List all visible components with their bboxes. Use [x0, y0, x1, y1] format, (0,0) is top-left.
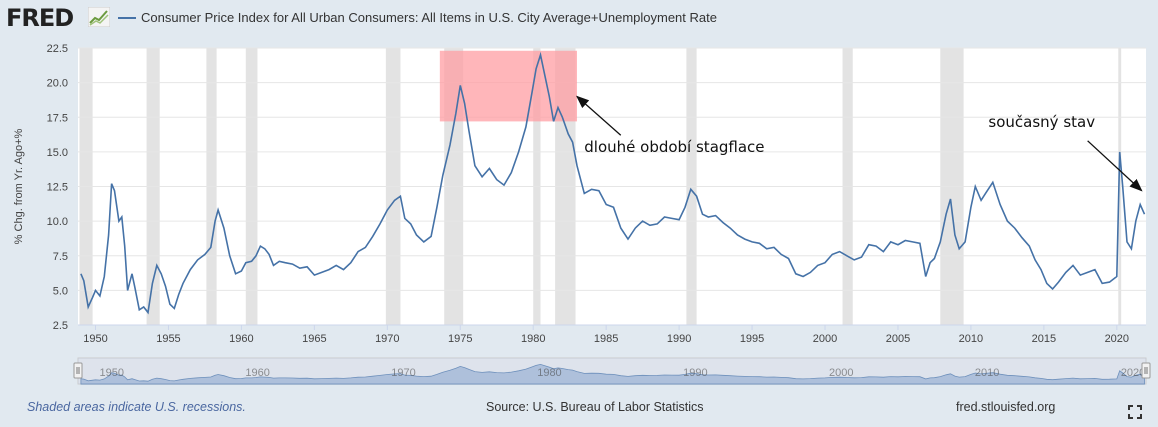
y-tick-label: 5.0: [53, 285, 68, 297]
x-tick-label: 2020: [1105, 333, 1129, 345]
navigator-handle-right[interactable]: [1141, 362, 1151, 379]
x-tick-label: 2015: [1032, 333, 1056, 345]
navigator-tick-label: 2010: [975, 367, 999, 379]
x-tick-label: 2005: [886, 333, 910, 345]
y-tick-label: 10.0: [47, 216, 68, 228]
x-tick-label: 1955: [156, 333, 180, 345]
source-label: Source: U.S. Bureau of Labor Statistics: [486, 400, 704, 414]
navigator-handle-left[interactable]: [73, 362, 83, 379]
annotation-arrow: [1087, 140, 1143, 192]
x-tick-label: 1965: [302, 333, 326, 345]
y-tick-label: 22.5: [47, 43, 68, 55]
navigator-tick-label: 2020: [1121, 367, 1145, 379]
y-tick-label: 12.5: [47, 182, 68, 194]
y-tick-label: 20.0: [47, 78, 68, 90]
navigator-tick-label: 2000: [829, 367, 853, 379]
x-tick-label: 1990: [667, 333, 691, 345]
annotations: dlouhé období stagflace současný stav: [576, 95, 1143, 192]
x-tick-label: 1960: [229, 333, 253, 345]
navigator-tick-label: 1960: [245, 367, 269, 379]
navigator-tick-label: 1980: [537, 367, 561, 379]
x-tick-label: 1995: [740, 333, 764, 345]
legend-label[interactable]: Consumer Price Index for All Urban Consu…: [141, 10, 717, 25]
x-tick-label: 1980: [521, 333, 545, 345]
x-tick-label: 1975: [448, 333, 472, 345]
range-navigator[interactable]: 1950 1960 1970 1980 1990 2000 2010 2020: [73, 357, 1151, 385]
navigator-series: [80, 363, 1145, 385]
site-link[interactable]: fred.stlouisfed.org: [956, 400, 1056, 414]
trend-chart-icon: [88, 7, 110, 27]
annotation-arrow: [576, 95, 622, 136]
x-tick-label: 2000: [813, 333, 837, 345]
x-tick-label: 1970: [375, 333, 399, 345]
fullscreen-icon[interactable]: [1128, 405, 1142, 419]
y-tick-label: 17.5: [47, 112, 68, 124]
x-tick-label: 1985: [594, 333, 618, 345]
chart: 2.55.07.510.012.515.017.520.022.5 1950 19…: [13, 43, 1151, 385]
x-tick-label: 1950: [83, 333, 107, 345]
annotation-text: současný stav: [988, 113, 1095, 131]
navigator-tick-label: 1990: [683, 367, 707, 379]
y-tick-label: 7.5: [53, 251, 68, 263]
x-tick-label: 2010: [959, 333, 983, 345]
navigator-selection: [78, 358, 1146, 384]
fred-logo[interactable]: FRED: [6, 4, 74, 32]
recession-note: Shaded areas indicate U.S. recessions.: [27, 400, 246, 414]
navigator-tick-label: 1970: [391, 367, 415, 379]
navigator-tick-label: 1950: [100, 367, 124, 379]
y-axis-label: % Chg. from Yr. Ago+%: [13, 128, 25, 244]
series-line: [80, 51, 1146, 315]
chart-header: FRED Consumer Price Index for All Urban …: [0, 0, 1158, 38]
y-tick-label: 2.5: [53, 320, 68, 332]
y-tick-label: 15.0: [47, 147, 68, 159]
y-axis-ticks: 2.5 5.0 7.5 10.0 12.5 15.0 17.5 20.0 22.5: [47, 43, 68, 332]
stagflation-highlight: [439, 50, 577, 122]
legend-swatch: [118, 17, 136, 19]
annotation-text: dlouhé období stagflace: [584, 138, 764, 156]
x-axis-ticks: 1950 1955 1960 1965 1970 1975 1980 1985 1990 1995…: [78, 324, 1146, 345]
